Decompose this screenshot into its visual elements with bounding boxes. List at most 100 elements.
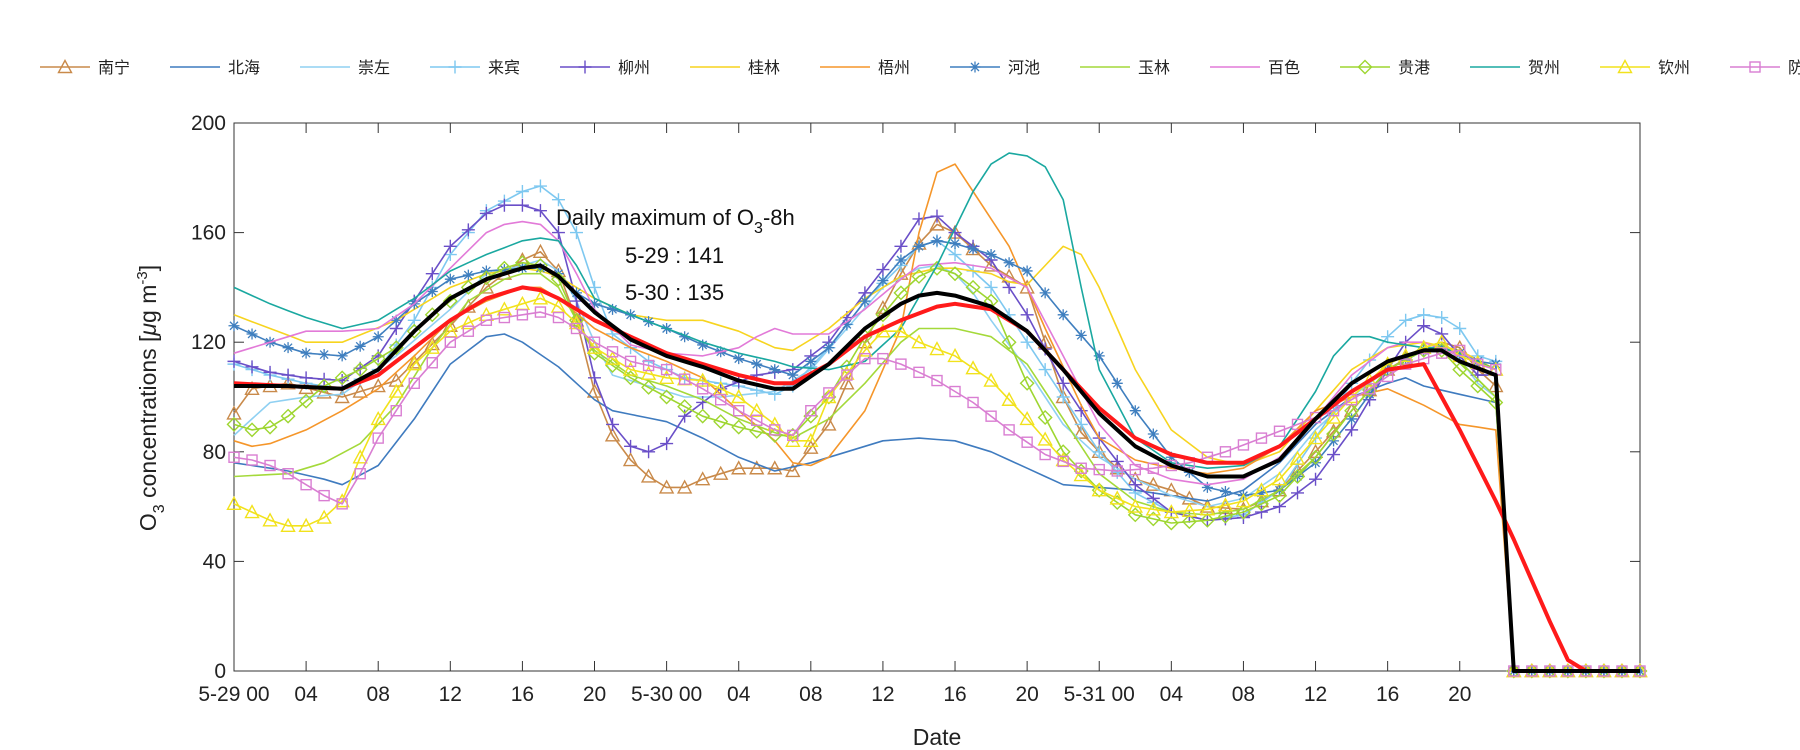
x-tick-label: 04 [294,683,318,706]
legend-marker [1617,59,1633,74]
data-point [443,239,457,253]
data-point [442,293,458,309]
legend-label: 贺州 [1528,58,1560,77]
data-point [1253,496,1269,512]
legend-item: 柳州 [560,58,650,77]
data-point [1237,439,1250,451]
data-point [588,280,602,294]
series-red-thick [233,285,1640,673]
data-point [534,306,547,318]
legend-item: 百色 [1210,58,1300,77]
data-point [1147,428,1159,440]
data-point [1145,476,1161,491]
data-point [839,375,855,390]
data-point [1381,330,1395,344]
legend-label: 玉林 [1138,58,1170,77]
data-point [1075,462,1087,474]
series-layer [226,152,1648,679]
series-line [233,285,1640,673]
data-point [749,402,765,417]
data-point [642,359,655,372]
data-point [604,427,621,442]
x-axis-title: Date [913,724,962,750]
x-tick-label: 5-31 00 [1064,683,1135,706]
data-point [406,356,422,371]
data-point [677,399,693,415]
data-point [1310,457,1322,469]
data-point [733,405,745,417]
data-point [280,517,296,532]
data-point [983,372,999,387]
data-point [1002,280,1016,294]
data-point [262,512,278,527]
legend-item: 钦州 [1600,58,1690,77]
data-point [895,254,907,266]
data-point [244,504,260,519]
data-point [298,393,314,409]
data-point [875,299,891,315]
data-point [876,263,890,277]
data-point [787,429,799,442]
data-point [606,417,620,431]
data-point [1308,449,1324,465]
x-axis: 5-29 00 04 08 12 16 20 5-30 00 04 08 12 16 20 5-31 0… [198,123,1471,706]
data-point [533,204,547,218]
data-point [823,342,835,354]
data-point [1327,448,1341,462]
x-tick-label: 5-30 00 [631,683,702,706]
data-point [1181,502,1198,517]
data-point [1145,511,1161,527]
data-point [1056,376,1070,390]
data-point [262,419,278,435]
data-point [695,408,711,424]
legend-label: 河池 [1008,58,1040,77]
data-point [1470,378,1486,394]
svg-text:Daily maximum of O3-8h: Daily maximum of O3-8h [556,205,795,237]
data-point [1021,265,1033,277]
data-point [1163,515,1179,531]
svg-text:5-30 : 135: 5-30 : 135 [625,280,724,305]
data-point [823,387,835,399]
data-point [929,260,945,276]
data-point [1092,445,1106,459]
data-point [1290,468,1306,484]
legend-marker [1749,61,1761,73]
data-point [300,478,312,491]
data-point [893,285,909,301]
data-point [1074,417,1088,431]
data-point [1271,488,1287,504]
data-point [372,331,384,343]
data-point [551,226,565,240]
data-point [1199,501,1216,516]
data-point [694,372,711,387]
data-point [316,378,332,394]
series-black-thick [234,263,1640,673]
legend-label: 贵港 [1398,58,1430,77]
data-point [264,459,276,472]
data-point [498,311,511,324]
legend-label: 梧州 [878,58,910,77]
data-point [1019,279,1035,294]
data-point [426,286,438,298]
data-point [1217,508,1233,524]
data-point [841,318,853,330]
data-point [805,355,817,367]
data-point [550,271,566,287]
data-point [390,405,402,417]
data-point [532,257,548,273]
data-point [1217,497,1234,512]
data-point [515,185,529,198]
data-point [877,275,889,287]
data-point [1453,322,1467,335]
legend-label: 来宾 [488,58,520,77]
data-point [1326,426,1342,442]
data-point [461,223,475,237]
data-point [588,336,601,348]
data-point [515,198,529,212]
data-point [678,373,691,385]
y-tick-label: 120 [191,331,226,354]
data-point [1147,462,1160,474]
data-point [1219,446,1232,458]
data-point [1003,257,1015,269]
data-point [1255,487,1267,499]
